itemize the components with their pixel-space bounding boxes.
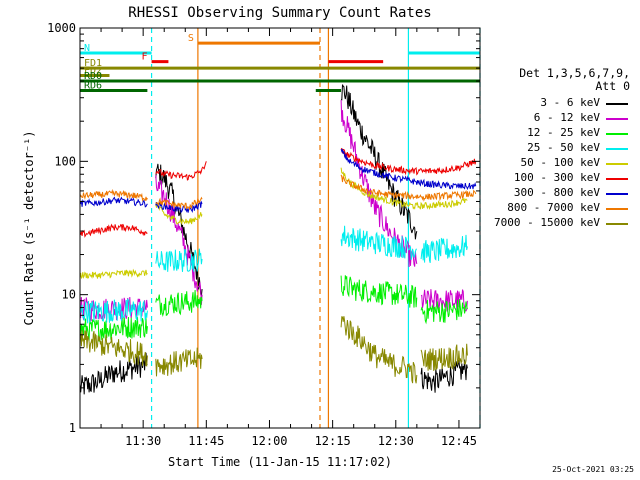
series-line-4-segment-1 xyxy=(155,203,203,225)
series-line-5-segment-0 xyxy=(79,223,148,238)
series-line-8-segment-0 xyxy=(79,330,148,367)
series-line-4-segment-0 xyxy=(79,268,148,280)
legend-swatch xyxy=(606,178,628,180)
legend-swatch xyxy=(606,133,628,135)
y-tick-label: 10 xyxy=(62,288,76,302)
flag-label-fd2: FD2 xyxy=(84,66,102,77)
generation-timestamp: 25-Oct-2021 03:25 xyxy=(552,465,634,474)
legend-entry: 50 - 100 keV xyxy=(470,156,630,171)
series-line-8-segment-2 xyxy=(340,316,418,384)
series-line-1-segment-3 xyxy=(420,289,468,312)
x-tick-label: 11:30 xyxy=(125,434,161,448)
legend-label: 300 - 800 keV xyxy=(513,186,600,199)
series-lines xyxy=(79,84,477,395)
series-line-8-segment-3 xyxy=(420,343,468,371)
legend-entry: 25 - 50 keV xyxy=(470,141,630,156)
series-12-25keV-keV xyxy=(79,275,468,342)
series-line-7-segment-2 xyxy=(340,174,477,202)
x-tick-label: 11:45 xyxy=(188,434,224,448)
legend-swatch xyxy=(606,223,628,225)
series-line-7-segment-0 xyxy=(79,188,148,202)
legend-label: 7000 - 15000 keV xyxy=(494,216,600,229)
series-line-5-segment-1 xyxy=(155,161,207,181)
plot-frame xyxy=(79,27,481,429)
flag-label-rd6: RD6 xyxy=(84,80,102,91)
series-line-3-segment-2 xyxy=(340,225,417,260)
series-line-6-segment-2 xyxy=(340,148,477,191)
legend-entry: 300 - 800 keV xyxy=(470,186,630,201)
legend-entry: 100 - 300 keV xyxy=(470,171,630,186)
series-line-3-segment-0 xyxy=(79,298,148,324)
flag-label-n: N xyxy=(84,43,90,54)
chart-title: RHESSI Observing Summary Count Rates xyxy=(128,5,431,21)
series-line-2-segment-2 xyxy=(340,275,418,308)
series-100-300keV-keV xyxy=(79,147,477,238)
legend-title-line-2: Att 0 xyxy=(595,79,630,93)
series-50-100keV-keV xyxy=(79,167,468,280)
flag-label-fd1: FD1 xyxy=(84,58,102,69)
series-line-2-segment-0 xyxy=(79,316,148,342)
series-line-2-segment-1 xyxy=(155,289,203,317)
flag-label-rd0: RD0 xyxy=(84,71,102,82)
y-tick-label: 1 xyxy=(69,421,76,435)
x-tick-label: 12:15 xyxy=(315,434,351,448)
legend-label: 800 - 7000 keV xyxy=(507,201,600,214)
series-line-7-segment-1 xyxy=(155,196,203,211)
legend-label: 25 - 50 keV xyxy=(527,141,600,154)
legend-entry: 800 - 7000 keV xyxy=(470,201,630,216)
axes: 11:30 11:45 12:00 12:15 12:30 12:45 1 10 100 1000 xyxy=(47,21,481,448)
legend-entry: 3 - 6 keV xyxy=(470,96,630,111)
flag-label-s: S xyxy=(188,33,194,44)
series-7000-15000keV-keV xyxy=(79,316,468,384)
series-25-50keV-keV xyxy=(79,225,468,324)
legend-label: 3 - 6 keV xyxy=(540,96,600,109)
series-line-6-segment-1 xyxy=(155,200,203,214)
legend-entry: 12 - 25 keV xyxy=(470,126,630,141)
series-line-8-segment-1 xyxy=(155,347,203,377)
series-300-800keV-keV xyxy=(79,148,477,214)
series-line-3-segment-3 xyxy=(420,234,468,264)
series-line-0-segment-0 xyxy=(79,352,148,395)
legend-swatch xyxy=(606,148,628,150)
series-line-3-segment-1 xyxy=(155,248,203,272)
legend-entry: 7000 - 15000 keV xyxy=(470,216,630,231)
x-tick-label: 12:30 xyxy=(378,434,414,448)
legend-swatch xyxy=(606,118,628,120)
legend-entry: 6 - 12 keV xyxy=(470,111,630,126)
legend-swatch xyxy=(606,193,628,195)
legend-swatch xyxy=(606,103,628,105)
series-line-4-segment-2 xyxy=(340,167,468,210)
series-line-6-segment-0 xyxy=(79,196,148,208)
legend-title-line-1: Det 1,3,5,6,7,9, xyxy=(519,66,630,80)
series-line-1-segment-1 xyxy=(155,175,203,305)
y-tick-label: 1000 xyxy=(47,21,76,35)
flag-label-f: F xyxy=(142,52,148,63)
series-line-0-segment-2 xyxy=(340,84,418,240)
x-tick-label: 12:45 xyxy=(441,434,477,448)
legend-swatch xyxy=(606,208,628,210)
series-line-1-segment-2 xyxy=(340,100,418,268)
legend-label: 100 - 300 keV xyxy=(513,171,600,184)
series-line-2-segment-3 xyxy=(420,299,468,325)
y-axis-label: Count Rate (s⁻¹ detector⁻¹) xyxy=(22,130,36,325)
series-line-5-segment-2 xyxy=(340,147,477,176)
x-tick-label: 12:00 xyxy=(251,434,287,448)
legend-label: 50 - 100 keV xyxy=(520,156,600,169)
legend-label: 6 - 12 keV xyxy=(533,111,600,124)
series-800-7000keV-keV xyxy=(79,174,477,211)
x-axis-label: Start Time (11-Jan-15 11:17:02) xyxy=(168,455,392,469)
series-line-0-segment-3 xyxy=(420,359,468,393)
legend-swatch xyxy=(606,163,628,165)
y-tick-label: 100 xyxy=(54,154,76,168)
legend-label: 12 - 25 keV xyxy=(527,126,600,139)
